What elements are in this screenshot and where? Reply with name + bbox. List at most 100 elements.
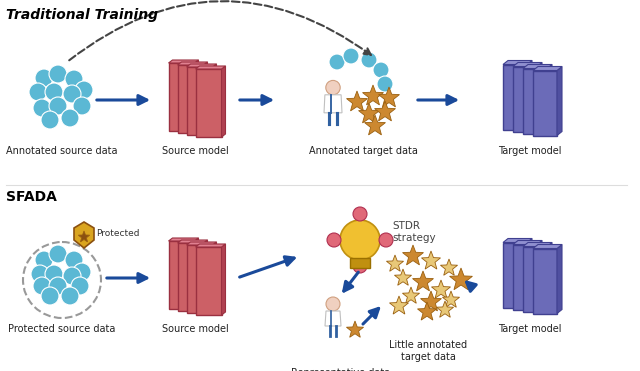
Circle shape xyxy=(373,62,389,78)
FancyBboxPatch shape xyxy=(186,67,212,135)
Circle shape xyxy=(33,277,51,295)
FancyBboxPatch shape xyxy=(503,65,527,129)
FancyBboxPatch shape xyxy=(523,246,547,312)
Circle shape xyxy=(35,69,53,87)
Polygon shape xyxy=(324,95,342,113)
Circle shape xyxy=(327,233,341,247)
Circle shape xyxy=(29,83,47,101)
FancyBboxPatch shape xyxy=(186,245,212,313)
Polygon shape xyxy=(221,66,225,137)
Circle shape xyxy=(61,109,79,127)
Polygon shape xyxy=(523,243,552,246)
Polygon shape xyxy=(557,244,562,313)
Circle shape xyxy=(41,111,59,129)
Polygon shape xyxy=(403,287,420,303)
Circle shape xyxy=(353,207,367,221)
Polygon shape xyxy=(413,271,433,291)
Polygon shape xyxy=(346,91,367,111)
Text: Protected source data: Protected source data xyxy=(8,324,116,334)
Circle shape xyxy=(379,233,393,247)
Polygon shape xyxy=(177,240,207,243)
Text: Little annotated
target data: Little annotated target data xyxy=(389,340,467,362)
FancyBboxPatch shape xyxy=(523,69,547,134)
Circle shape xyxy=(329,54,345,70)
Polygon shape xyxy=(168,60,198,63)
Polygon shape xyxy=(523,65,552,69)
Circle shape xyxy=(35,251,53,269)
Polygon shape xyxy=(537,62,542,131)
Circle shape xyxy=(31,265,49,283)
Polygon shape xyxy=(362,85,383,105)
Polygon shape xyxy=(503,239,532,243)
FancyBboxPatch shape xyxy=(195,247,221,315)
Circle shape xyxy=(340,220,380,260)
Text: Annotated target data: Annotated target data xyxy=(308,146,417,156)
Polygon shape xyxy=(436,301,454,317)
Circle shape xyxy=(49,277,67,295)
Polygon shape xyxy=(513,240,542,244)
FancyBboxPatch shape xyxy=(195,69,221,137)
Polygon shape xyxy=(533,244,562,249)
Circle shape xyxy=(73,97,91,115)
Polygon shape xyxy=(403,245,424,265)
Circle shape xyxy=(73,263,91,281)
Text: Source model: Source model xyxy=(162,146,228,156)
Circle shape xyxy=(49,65,67,83)
FancyBboxPatch shape xyxy=(177,65,204,133)
Circle shape xyxy=(49,97,67,115)
Polygon shape xyxy=(177,62,207,65)
Polygon shape xyxy=(358,103,380,123)
Text: Protected: Protected xyxy=(96,230,140,239)
Polygon shape xyxy=(221,244,225,315)
Polygon shape xyxy=(503,60,532,65)
Polygon shape xyxy=(547,65,552,134)
Polygon shape xyxy=(390,296,408,314)
Text: Representative data: Representative data xyxy=(291,368,390,371)
Polygon shape xyxy=(195,238,198,309)
Circle shape xyxy=(326,81,340,95)
Polygon shape xyxy=(204,240,207,311)
Circle shape xyxy=(65,70,83,88)
FancyArrowPatch shape xyxy=(69,1,371,60)
FancyBboxPatch shape xyxy=(533,249,557,313)
Polygon shape xyxy=(325,311,341,326)
Polygon shape xyxy=(422,251,440,269)
Circle shape xyxy=(41,287,59,305)
Polygon shape xyxy=(547,243,552,312)
Polygon shape xyxy=(513,62,542,66)
Polygon shape xyxy=(527,239,532,308)
Polygon shape xyxy=(417,302,436,320)
FancyBboxPatch shape xyxy=(168,63,195,131)
Polygon shape xyxy=(186,242,216,245)
FancyBboxPatch shape xyxy=(513,66,537,131)
Circle shape xyxy=(353,259,367,273)
Polygon shape xyxy=(365,115,385,135)
Polygon shape xyxy=(431,280,451,298)
Polygon shape xyxy=(449,268,472,290)
Circle shape xyxy=(61,287,79,305)
Text: SFADA: SFADA xyxy=(6,190,57,204)
Polygon shape xyxy=(78,231,90,242)
Polygon shape xyxy=(378,87,399,107)
Circle shape xyxy=(75,81,93,99)
FancyBboxPatch shape xyxy=(350,258,370,268)
FancyBboxPatch shape xyxy=(533,70,557,135)
Text: Traditional Training: Traditional Training xyxy=(6,8,158,22)
Circle shape xyxy=(377,76,393,92)
Circle shape xyxy=(49,245,67,263)
Circle shape xyxy=(63,267,81,285)
Polygon shape xyxy=(168,238,198,241)
Circle shape xyxy=(361,52,377,68)
Polygon shape xyxy=(394,269,412,285)
Polygon shape xyxy=(533,66,562,70)
Polygon shape xyxy=(420,291,442,311)
Polygon shape xyxy=(74,222,94,248)
FancyBboxPatch shape xyxy=(503,243,527,308)
Circle shape xyxy=(45,265,63,283)
Text: STDR
strategy: STDR strategy xyxy=(392,221,436,243)
Polygon shape xyxy=(557,66,562,135)
Polygon shape xyxy=(212,64,216,135)
Text: Target model: Target model xyxy=(499,146,562,156)
FancyBboxPatch shape xyxy=(177,243,204,311)
Polygon shape xyxy=(346,321,364,337)
